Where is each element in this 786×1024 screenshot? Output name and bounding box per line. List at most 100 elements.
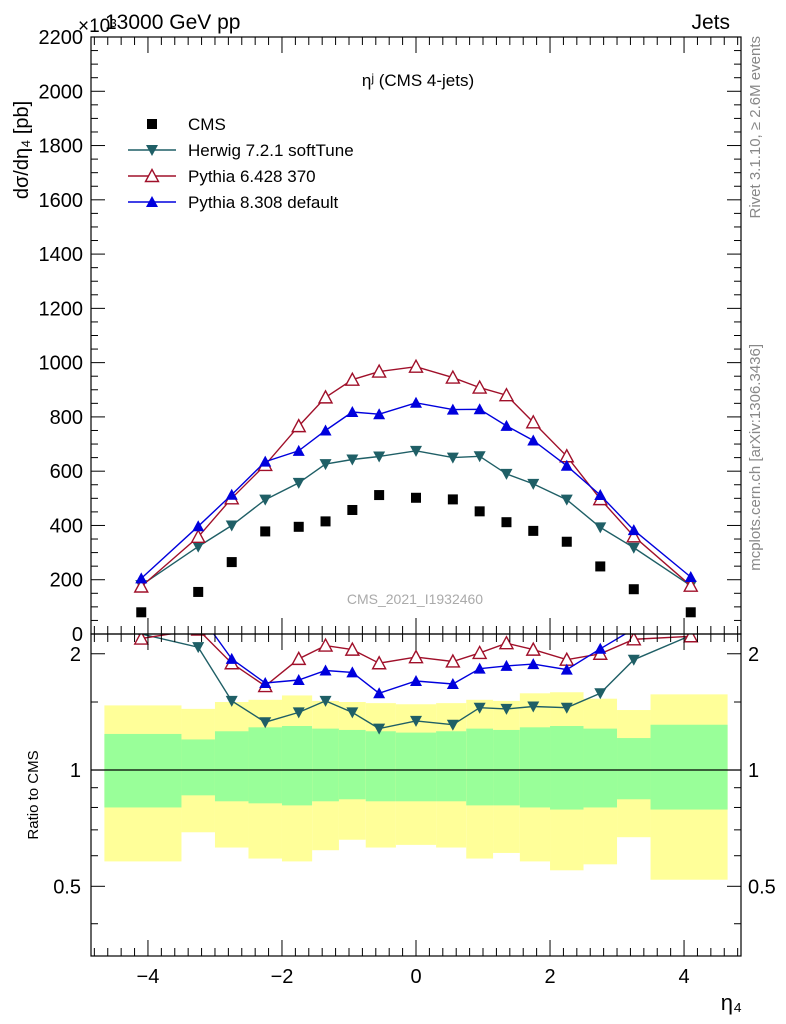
ratio-point (446, 719, 459, 731)
ratio-y-tick-label: 1 (70, 760, 81, 782)
data-point (627, 542, 640, 554)
band-inner (281, 726, 313, 806)
data-point (319, 459, 332, 471)
ratio-point (319, 695, 332, 707)
header-left: 13000 GeV pp (105, 11, 240, 34)
data-point (408, 358, 424, 373)
ratio-point (373, 687, 386, 699)
data-point (500, 419, 513, 431)
data-point (259, 494, 272, 506)
y-tick-label: 1600 (39, 190, 84, 212)
data-point (190, 528, 206, 544)
ratio-point (498, 635, 515, 650)
data-point (500, 468, 513, 480)
legend-marker (147, 119, 157, 129)
ratio-point (445, 653, 461, 668)
ratio-point (627, 654, 640, 666)
data-point (346, 406, 359, 418)
ratio-panel: −4 −2 0 2 40.5 0.51 12 2 (53, 606, 776, 988)
data-point (528, 525, 539, 536)
data-point (292, 477, 305, 489)
mcplots-label: mcplots.cern.ch [arXiv:1306.3436] (747, 344, 764, 571)
ratio-point (527, 701, 540, 713)
x-tick-label: 2 (544, 966, 555, 988)
y-tick-label: 1400 (39, 244, 84, 266)
ratio-point (500, 659, 513, 671)
band-inner (312, 728, 339, 802)
ratio-point (190, 634, 206, 636)
ratio-point (319, 664, 332, 676)
exponent-label: ×10³ (78, 16, 117, 37)
x-tick-label: 0 (410, 966, 421, 988)
ratio-point (410, 715, 422, 727)
data-point (259, 455, 272, 467)
series-line-1 (140, 450, 692, 587)
data-point (474, 506, 485, 517)
y-tick-label: 1800 (39, 136, 84, 158)
band-inner (650, 724, 728, 810)
data-point (319, 424, 332, 436)
data-point (627, 524, 640, 536)
ratio-point (317, 637, 334, 652)
legend-marker (146, 196, 158, 207)
data-point (628, 584, 639, 595)
legend-marker (144, 168, 160, 183)
data-point (347, 504, 358, 515)
rivet-label: Rivet 3.1.10, ≥ 2.6M events (747, 36, 764, 219)
ratio-point (408, 649, 424, 664)
y-tick-label: 800 (50, 407, 83, 429)
data-point (291, 418, 307, 433)
ratio-point (560, 702, 573, 714)
data-point (410, 445, 422, 457)
ratio-y-tick-label: 0.5 (53, 876, 81, 898)
legend-label: CMS (188, 115, 226, 134)
x-axis-label: η₄ (721, 990, 742, 1015)
data-point (135, 572, 148, 584)
band-inner (519, 727, 551, 808)
y-tick-label: 2200 (39, 27, 84, 49)
band-inner (181, 739, 215, 796)
y-tick-label: 400 (50, 515, 83, 537)
y-tick-label: 2000 (39, 81, 84, 103)
data-point (193, 586, 204, 597)
data-point (447, 494, 458, 505)
band-inner (583, 728, 618, 808)
data-point (561, 536, 572, 547)
data-point (373, 408, 386, 420)
band-inner (436, 731, 467, 802)
x-tick-label: 4 (678, 966, 689, 988)
ratio-point (344, 641, 361, 656)
band-inner (617, 738, 651, 800)
x-tick-label: −2 (271, 966, 294, 988)
data-point (226, 557, 237, 568)
data-point (411, 492, 421, 503)
series-line-3 (140, 402, 692, 579)
ratio-point (560, 663, 573, 675)
ratio-point (133, 634, 149, 645)
ratio-point (410, 675, 422, 687)
data-point (192, 541, 205, 553)
band-inner (365, 731, 396, 802)
data-point (446, 403, 459, 415)
data-point (501, 517, 512, 528)
y-tick-label: 200 (50, 570, 83, 592)
ratio-point (192, 606, 204, 617)
band-inner (550, 726, 584, 810)
watermark: CMS_2021_I1932460 (347, 591, 483, 607)
data-point (320, 516, 331, 527)
band-inner (395, 732, 437, 802)
data-point (594, 522, 607, 534)
legend-label: Pythia 8.308 default (188, 193, 339, 212)
ratio-point (371, 655, 387, 670)
y-tick-label: 600 (50, 461, 83, 483)
y-tick-label: 1200 (39, 298, 84, 320)
data-point (594, 489, 607, 501)
data-point (683, 577, 699, 592)
data-point (527, 434, 540, 446)
ratio-point (471, 644, 488, 660)
band-inner (248, 727, 282, 804)
ratio-point (500, 703, 513, 715)
data-point (626, 528, 642, 543)
ratio-y-tick-label-right: 2 (748, 644, 759, 666)
